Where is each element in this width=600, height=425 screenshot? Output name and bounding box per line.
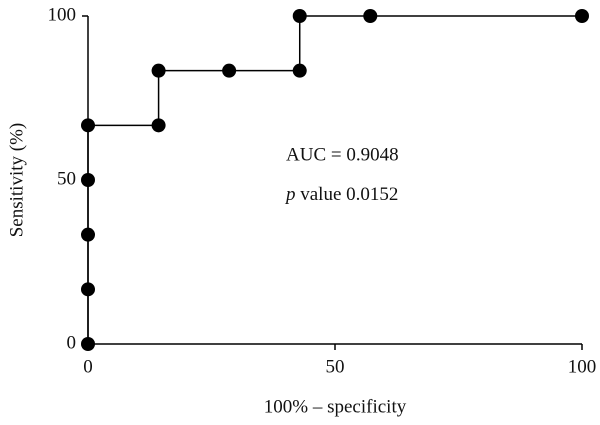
roc-point: [292, 63, 307, 78]
roc-point: [81, 282, 95, 297]
roc-point: [81, 337, 95, 351]
roc-point: [81, 173, 95, 187]
roc-point: [292, 9, 307, 23]
x-tick-label: 0: [83, 356, 93, 377]
y-tick-label: 100: [48, 4, 77, 25]
roc-point: [575, 9, 589, 23]
p-symbol: p: [284, 184, 296, 205]
roc-point: [81, 118, 95, 133]
roc-point: [151, 118, 166, 133]
x-tick-label: 100: [568, 356, 597, 377]
annotation: AUC = 0.9048: [286, 144, 399, 165]
y-tick-label: 0: [67, 332, 77, 353]
roc-point: [222, 63, 237, 78]
x-axis-label: 100% – specificity: [264, 396, 407, 417]
roc-point: [81, 227, 95, 242]
y-tick-label: 50: [57, 168, 76, 189]
p-value-text: value 0.0152: [300, 184, 398, 205]
roc-line: [87, 15, 582, 344]
roc-point: [151, 63, 166, 78]
y-axis-label: Sensitivity (%): [6, 123, 27, 238]
p-value-annotation: p value 0.0152: [284, 184, 398, 205]
roc-point: [363, 9, 378, 23]
x-tick-label: 50: [326, 356, 345, 377]
